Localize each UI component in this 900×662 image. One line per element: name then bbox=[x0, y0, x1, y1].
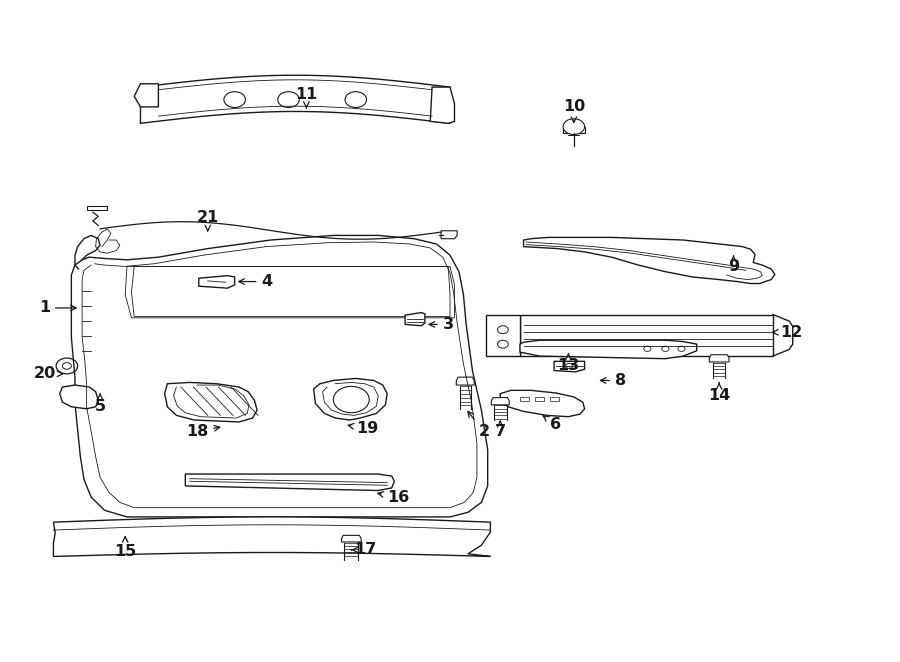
Polygon shape bbox=[709, 355, 729, 362]
Text: 21: 21 bbox=[196, 210, 219, 231]
Polygon shape bbox=[456, 377, 474, 385]
Text: 10: 10 bbox=[562, 99, 585, 122]
Text: 12: 12 bbox=[773, 325, 802, 340]
Polygon shape bbox=[165, 383, 257, 422]
Text: 5: 5 bbox=[94, 394, 105, 414]
Polygon shape bbox=[53, 517, 490, 557]
Polygon shape bbox=[59, 385, 98, 409]
Polygon shape bbox=[199, 275, 235, 288]
Polygon shape bbox=[405, 312, 425, 326]
Text: 4: 4 bbox=[238, 274, 273, 289]
Text: 13: 13 bbox=[557, 354, 580, 373]
Polygon shape bbox=[341, 536, 361, 542]
Text: 6: 6 bbox=[544, 416, 562, 432]
Text: 17: 17 bbox=[352, 542, 377, 557]
Text: 16: 16 bbox=[378, 490, 410, 504]
Polygon shape bbox=[486, 314, 520, 356]
Text: 20: 20 bbox=[33, 366, 63, 381]
Polygon shape bbox=[500, 391, 585, 416]
Text: 8: 8 bbox=[600, 373, 626, 388]
Polygon shape bbox=[524, 238, 775, 283]
Circle shape bbox=[563, 118, 585, 134]
Polygon shape bbox=[430, 87, 454, 123]
Text: 3: 3 bbox=[429, 317, 454, 332]
Text: 2: 2 bbox=[468, 411, 490, 440]
Polygon shape bbox=[313, 379, 387, 420]
Polygon shape bbox=[134, 84, 158, 107]
Polygon shape bbox=[185, 474, 394, 491]
Text: 11: 11 bbox=[295, 87, 318, 108]
Polygon shape bbox=[71, 236, 488, 517]
Text: 1: 1 bbox=[39, 301, 76, 315]
Text: 14: 14 bbox=[708, 383, 730, 403]
Text: 7: 7 bbox=[495, 421, 506, 440]
Text: 18: 18 bbox=[186, 424, 220, 439]
Polygon shape bbox=[491, 398, 509, 405]
Polygon shape bbox=[563, 126, 585, 133]
Text: 9: 9 bbox=[728, 256, 739, 274]
Polygon shape bbox=[554, 361, 585, 372]
Text: 15: 15 bbox=[114, 537, 136, 559]
Polygon shape bbox=[520, 340, 697, 359]
Polygon shape bbox=[140, 75, 450, 123]
Polygon shape bbox=[520, 314, 773, 356]
Text: 19: 19 bbox=[348, 421, 379, 436]
